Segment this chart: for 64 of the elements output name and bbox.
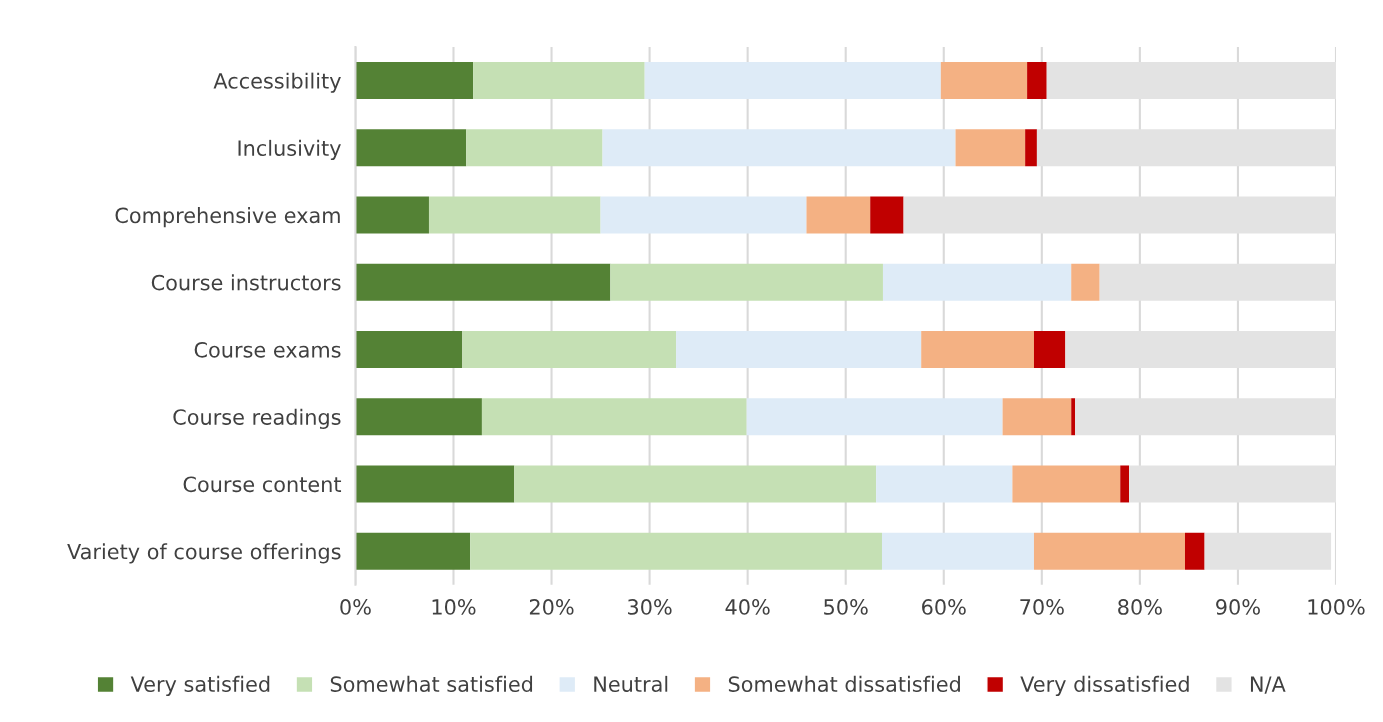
bar: [462, 331, 677, 368]
bar: [428, 196, 601, 234]
bar: [881, 532, 1034, 570]
bar: [355, 62, 474, 100]
y-tick-label: Inclusivity: [238, 139, 341, 161]
y-tick-label: Course content: [183, 476, 342, 493]
bar: [940, 62, 1028, 100]
x-tick-label: 100%: [1308, 599, 1365, 615]
bar: [473, 62, 645, 100]
bar: [355, 331, 463, 368]
y-tick-label: Course readings: [173, 408, 341, 429]
bar: [1120, 465, 1130, 503]
bar: [1184, 532, 1205, 570]
y-tick-label: Course exams: [194, 341, 341, 358]
bar: [466, 129, 603, 167]
y-tick-label: Course instructors: [151, 274, 341, 291]
bar: [514, 465, 877, 503]
legend-label: Somewhat dissatisfied: [728, 675, 960, 692]
y-tick-label: Accessibility: [213, 72, 341, 93]
bar: [470, 532, 882, 570]
bar: [355, 465, 515, 503]
bar: [644, 62, 941, 100]
bar: [1033, 331, 1066, 368]
x-tick-label: 90%: [1216, 599, 1260, 615]
bar: [806, 196, 871, 234]
bar: [355, 398, 482, 436]
bar: [610, 263, 883, 301]
bar: [1071, 263, 1100, 301]
bar: [600, 196, 807, 234]
bar: [602, 129, 956, 167]
x-tick-label: 30%: [628, 599, 672, 615]
legend-label: Very satisfied: [130, 675, 270, 697]
bar: [955, 129, 1026, 167]
bar: [1002, 398, 1072, 436]
bar: [1025, 129, 1037, 167]
bar: [676, 331, 922, 368]
x-tick-label: 40%: [725, 599, 770, 615]
bar: [882, 263, 1072, 301]
bar: [1012, 465, 1121, 503]
x-tick-label: 50%: [824, 599, 868, 615]
x-tick-label: 10%: [432, 599, 476, 615]
legend-label: Somewhat satisfied: [330, 675, 533, 692]
bar: [1071, 398, 1076, 436]
bar: [876, 465, 1013, 503]
x-tick-label: 20%: [529, 599, 574, 615]
bar: [355, 263, 611, 301]
x-tick-label: 70%: [1020, 599, 1064, 615]
x-tick-label: 0%: [340, 599, 371, 615]
x-tick-label: 60%: [922, 599, 966, 615]
bar: [355, 532, 471, 570]
x-tick-label: 80%: [1118, 599, 1162, 615]
bar: [355, 129, 467, 167]
legend-label: N/A: [1250, 676, 1286, 694]
bar: [1027, 62, 1047, 100]
legend-label: Neutral: [594, 675, 668, 692]
bar: [481, 398, 747, 436]
legend-label: Very dissatisfied: [1020, 675, 1189, 697]
bar: [1033, 532, 1185, 570]
y-tick-label: Variety of course offerings: [67, 543, 341, 564]
bar: [870, 196, 904, 234]
bar: [921, 331, 1034, 368]
bar: [355, 196, 429, 234]
y-tick-label: Comprehensive exam: [115, 207, 340, 228]
bar: [746, 398, 1003, 436]
